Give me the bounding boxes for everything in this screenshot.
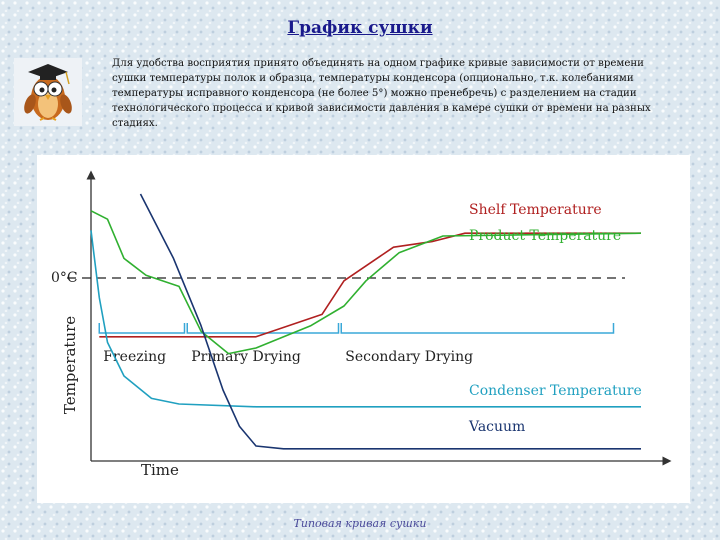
series-label-2: Condenser Temperature [469,383,642,399]
series-label-1: Product Temperature [469,228,621,244]
chart-caption: Типовая кривая сушки [293,517,427,530]
series-line-3 [139,193,641,450]
chart-panel: 0°C Temperature Time Freezing Primary Dry… [37,155,690,503]
x-axis-label: Time [141,461,179,479]
series-label-0: Shelf Temperature [469,202,602,218]
series-line-2 [90,230,641,408]
stage-label-0: Freezing [103,349,166,365]
series-lines: Shelf Temperature Product Temperature Cond… [90,193,642,450]
stage-label-1: Primary Drying [191,349,301,365]
zero-reference-label: 0°C [51,270,78,286]
drying-chart: 0°C Temperature Time Freezing Primary Dry… [51,170,672,479]
series-line-0 [99,232,641,338]
series-label-3: Vacuum [468,419,525,435]
stage-label-2: Secondary Drying [345,349,473,365]
series-line-1 [90,210,642,355]
stage-bracket-0 [98,323,186,334]
slide-title: График сушки [287,18,433,38]
y-axis-label: Temperature [61,316,79,414]
stage-bracket-2 [340,323,615,334]
owl-professor-icon [14,58,82,126]
stage-brackets: Freezing Primary Drying Secondary Drying [98,323,615,365]
description-text: Для удобства восприятия принято объединя… [112,58,651,129]
stage-bracket-1 [186,323,340,334]
